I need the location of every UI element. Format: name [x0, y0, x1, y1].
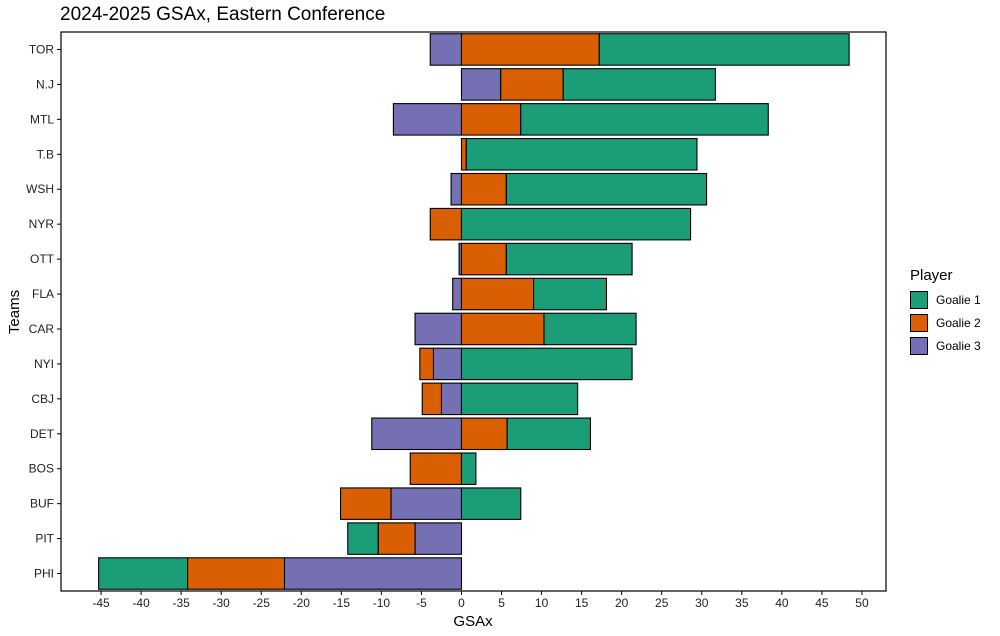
legend-label: Goalie 1 [936, 293, 981, 307]
bar-phi-goalie-3 [283, 557, 463, 590]
x-tick-label: -45 [92, 596, 110, 610]
bar-phi-goalie-2 [187, 557, 286, 590]
x-tick-label: 45 [815, 596, 829, 610]
bar-mtl-goalie-1 [520, 103, 769, 136]
legend-label: Goalie 3 [936, 339, 981, 353]
bar-ott-goalie-2 [460, 242, 507, 276]
y-axis: TOR N.J MTL T.B WSH NYR OTT FLA CAR NYI CBJ DET BOS B… [26, 42, 61, 581]
legend-item-goalie-1: Goalie 1 [910, 290, 981, 310]
bar-fla-goalie-3 [452, 277, 463, 311]
bar-det-goalie-1 [506, 417, 591, 451]
bar-mtl-goalie-2 [460, 103, 522, 136]
y-tick-label: BUF [30, 497, 54, 511]
x-tick-label: 50 [855, 596, 869, 610]
legend-label: Goalie 2 [936, 316, 981, 330]
bar-nj-goalie-1 [562, 68, 716, 101]
y-tick-label: DET [30, 427, 55, 441]
x-tick-label: -35 [172, 596, 190, 610]
legend-item-goalie-2: Goalie 2 [910, 313, 981, 333]
bar-bos-goalie-2 [409, 452, 463, 485]
bar-det-goalie-3 [371, 417, 463, 451]
legend-swatch [910, 314, 928, 332]
x-tick-label: 5 [498, 596, 505, 610]
y-tick-label: NYR [29, 217, 55, 231]
y-tick-label: PIT [35, 532, 54, 546]
bar-tor-goalie-3 [429, 33, 463, 66]
y-tick-label: OTT [30, 252, 55, 266]
bar-det-goalie-2 [460, 417, 508, 451]
bar-buf-goalie-1 [460, 487, 522, 520]
x-tick-label: -40 [132, 596, 150, 610]
bar-nj-goalie-2 [500, 68, 564, 101]
bar-ott-goalie-1 [505, 242, 633, 276]
y-tick-label: CAR [29, 322, 55, 336]
x-tick-label: 10 [535, 596, 549, 610]
bar-car-goalie-1 [543, 312, 637, 346]
bar-cbj-goalie-1 [460, 382, 579, 416]
y-tick-label: NYI [34, 357, 54, 371]
legend-title: Player [910, 267, 953, 284]
bar-pit-goalie-3 [414, 522, 463, 555]
bar-tor-goalie-1 [598, 33, 850, 66]
bar-tb-goalie-1 [465, 138, 698, 171]
bar-wsh-goalie-3 [450, 172, 463, 206]
x-tick-label: 30 [695, 596, 709, 610]
bar-wsh-goalie-1 [505, 172, 708, 206]
y-tick-label: N.J [36, 77, 54, 91]
legend-swatch [910, 291, 928, 309]
x-tick-label: -15 [333, 596, 351, 610]
y-tick-label: T.B [37, 147, 54, 161]
x-tick-label: 15 [575, 596, 589, 610]
x-axis: -45 -40 -35 -30 -25 -20 -15 -10 -5 0 5 10 15 20 25 30 35… [92, 591, 869, 610]
bar-nyr-goalie-2 [429, 207, 463, 241]
x-tick-label: -25 [253, 596, 271, 610]
bar-buf-goalie-2 [339, 487, 392, 520]
bar-mtl-goalie-3 [392, 103, 463, 136]
x-tick-label: -10 [373, 596, 391, 610]
bar-nj-goalie-3 [460, 68, 502, 101]
bar-wsh-goalie-2 [460, 172, 507, 206]
y-tick-label: CBJ [31, 392, 54, 406]
bar-car-goalie-3 [414, 312, 463, 346]
x-axis-label: GSAx [453, 613, 493, 630]
bar-cbj-goalie-3 [440, 382, 463, 416]
bar-nyi-goalie-3 [432, 347, 463, 381]
y-tick-label: WSH [26, 182, 54, 196]
y-axis-label: Teams [6, 290, 23, 334]
x-tick-label: 20 [615, 596, 629, 610]
bar-layer [98, 33, 850, 590]
x-tick-label: -5 [416, 596, 427, 610]
y-tick-label: MTL [30, 112, 54, 126]
x-tick-label: -30 [213, 596, 231, 610]
y-tick-label: TOR [29, 42, 54, 56]
bar-fla-goalie-1 [533, 277, 608, 311]
bar-phi-goalie-1 [98, 557, 189, 590]
x-tick-label: 25 [655, 596, 669, 610]
x-tick-label: 0 [458, 596, 465, 610]
bar-pit-goalie-2 [377, 522, 416, 555]
bar-cbj-goalie-2 [421, 382, 443, 416]
x-tick-label: 35 [735, 596, 749, 610]
legend-swatch [910, 337, 928, 355]
x-tick-label: -20 [293, 596, 311, 610]
y-tick-label: PHI [34, 567, 54, 581]
bar-nyr-goalie-1 [460, 207, 692, 241]
chart-title: 2024-2025 GSAx, Eastern Conference [60, 4, 386, 25]
bar-bos-goalie-1 [460, 452, 477, 485]
y-tick-label: BOS [29, 462, 54, 476]
bar-fla-goalie-2 [460, 277, 535, 311]
plot-panel-border [60, 31, 887, 592]
bar-tor-goalie-2 [460, 33, 600, 66]
bar-car-goalie-2 [460, 312, 545, 346]
bar-buf-goalie-3 [390, 487, 463, 520]
y-tick-label: FLA [32, 287, 54, 301]
x-tick-label: 40 [775, 596, 789, 610]
legend-item-goalie-3: Goalie 3 [910, 336, 981, 356]
bar-nyi-goalie-2 [419, 347, 435, 381]
bar-tb-goalie-2 [460, 138, 467, 171]
bar-nyi-goalie-1 [460, 347, 633, 381]
bar-pit-goalie-1 [347, 522, 379, 555]
